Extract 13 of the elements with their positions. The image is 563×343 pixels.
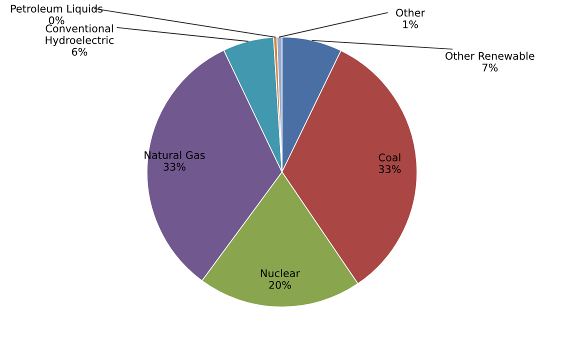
- slice-label: Conventional Hydroelectric: [46, 24, 114, 46]
- data-label: 33%: [378, 165, 401, 174]
- data-label: 0%: [48, 16, 64, 24]
- slice-label: Other Renewable: [446, 52, 534, 60]
- data-label: 33%: [164, 162, 186, 171]
- data-label: 1%: [403, 20, 418, 28]
- slice-label: Petroleum Liquids: [11, 4, 103, 15]
- slice-label: Coal: [378, 153, 400, 162]
- slice-label: Other: [396, 8, 426, 17]
- slice-label: Nuclear: [260, 269, 300, 278]
- data-label: 6%: [72, 48, 88, 56]
- data-label: 7%: [482, 64, 498, 72]
- data-label: 20%: [269, 280, 291, 289]
